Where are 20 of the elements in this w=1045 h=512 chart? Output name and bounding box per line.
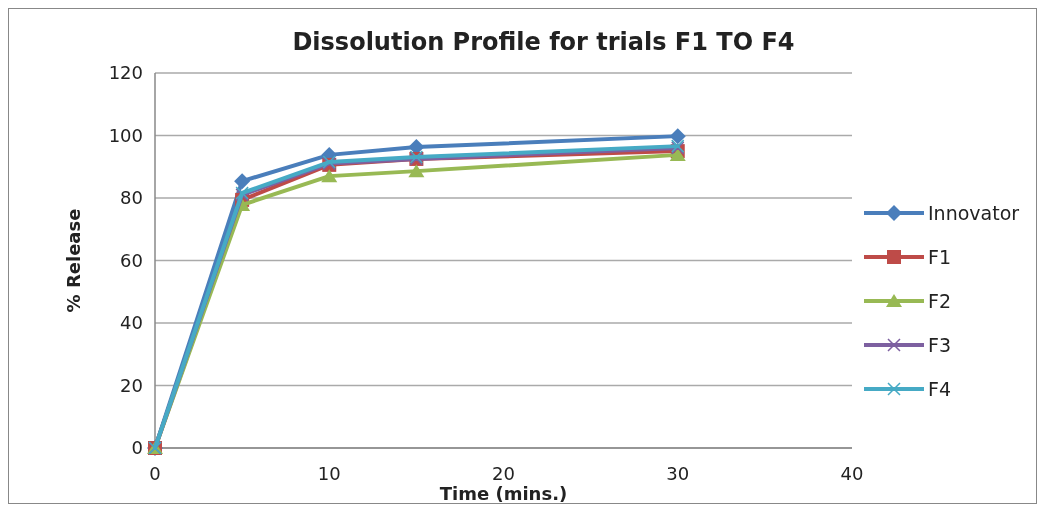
x-tick-label: 40 — [840, 463, 864, 484]
y-tick-label: 80 — [120, 187, 143, 209]
y-tick-label: 120 — [108, 62, 143, 84]
x-tick-label: 10 — [317, 463, 341, 484]
y-axis-title: % Release — [63, 208, 84, 313]
legend-label: F1 — [928, 245, 952, 268]
legend-label: F3 — [928, 333, 952, 356]
y-tick-label: 60 — [120, 249, 143, 271]
x-tick-label: 30 — [666, 463, 690, 484]
y-tick-label: 100 — [108, 124, 143, 146]
x-tick-label: 0 — [149, 463, 161, 484]
legend-label: F2 — [928, 289, 952, 312]
x-tick-label: 20 — [492, 463, 515, 484]
legend-label: F4 — [928, 377, 952, 400]
x-axis-title: Time (mins.) — [439, 483, 568, 504]
y-tick-label: 20 — [120, 374, 143, 396]
y-tick-label: 40 — [120, 312, 143, 334]
y-tick-label: 0 — [131, 437, 143, 459]
chart-title: Dissolution Profile for trials F1 TO F4 — [292, 28, 795, 56]
legend-label: Innovator — [928, 201, 1020, 224]
